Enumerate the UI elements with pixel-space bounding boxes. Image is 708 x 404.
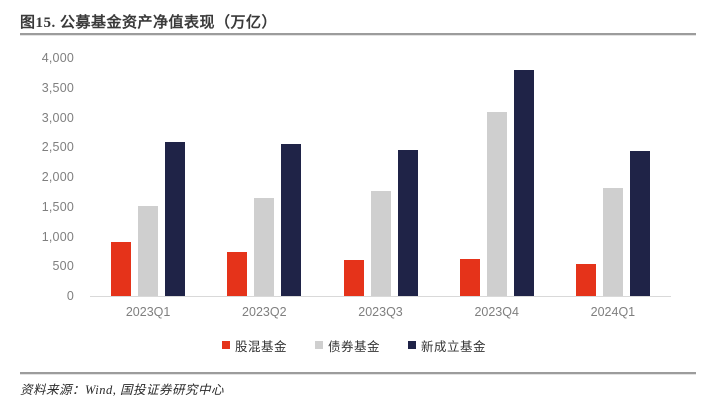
plot-area: 0 500 1,000 1,500 2,000 2,500 3,000 3,500 4,000 2… xyxy=(42,51,671,319)
bar-股混基金 xyxy=(111,242,131,296)
y-axis-tick-label: 2,000 xyxy=(41,170,74,184)
bar-债券基金 xyxy=(603,188,623,296)
footer-divider xyxy=(20,372,696,375)
bar-股混基金 xyxy=(344,260,364,296)
legend-swatch xyxy=(221,341,230,349)
bar-新成立基金 xyxy=(630,151,650,296)
x-axis-tick-label: 2023Q4 xyxy=(474,305,519,319)
bar-新成立基金 xyxy=(165,142,185,296)
data-source: 资料来源：Wind, 国投证券研究中心 xyxy=(20,383,224,397)
x-axis-tick-label: 2023Q1 xyxy=(125,305,171,319)
x-axis-tick-label: 2023Q2 xyxy=(242,305,287,319)
y-axis-tick-label: 2,500 xyxy=(41,140,74,155)
legend-label: 新成立基金 xyxy=(421,339,487,354)
legend-item-newly-established: 新成立基金 xyxy=(408,336,486,355)
figure-title: 图15. 公募基金资产净值表现（万亿） xyxy=(20,15,278,31)
bar-债券基金 xyxy=(371,191,391,296)
y-axis-tick-label: 3,000 xyxy=(41,110,74,125)
legend-swatch xyxy=(408,341,416,349)
chart-legend: 股混基金 债券基金 新成立基金 xyxy=(0,336,708,354)
legend-label: 股混基金 xyxy=(234,339,287,354)
bar-债券基金 xyxy=(487,112,507,296)
legend-item-equity-hybrid: 股混基金 xyxy=(221,336,287,355)
bar-债券基金 xyxy=(138,206,158,296)
title-divider xyxy=(20,33,696,36)
y-axis-tick-label: 500 xyxy=(52,259,74,274)
bar-股混基金 xyxy=(576,264,596,296)
y-axis-tick-label: 1,500 xyxy=(41,199,74,214)
legend-swatch xyxy=(314,341,323,349)
x-axis-tick-label: 2024Q1 xyxy=(590,305,636,319)
y-axis-tick-label: 1,000 xyxy=(41,229,74,244)
legend-label: 债券基金 xyxy=(327,339,380,354)
y-axis-tick-label: 3,500 xyxy=(41,80,74,95)
bar-股混基金 xyxy=(227,252,247,296)
legend-item-bond: 债券基金 xyxy=(314,336,380,355)
bar-债券基金 xyxy=(254,198,274,296)
bar-新成立基金 xyxy=(281,144,301,296)
bar-股混基金 xyxy=(460,259,480,296)
y-axis-tick-label: 4,000 xyxy=(41,51,74,65)
bar-新成立基金 xyxy=(398,150,418,296)
x-axis-tick-label: 2023Q3 xyxy=(358,305,403,319)
y-axis-tick-label: 0 xyxy=(66,289,74,303)
x-axis-line xyxy=(90,296,671,297)
bar-新成立基金 xyxy=(514,70,534,296)
